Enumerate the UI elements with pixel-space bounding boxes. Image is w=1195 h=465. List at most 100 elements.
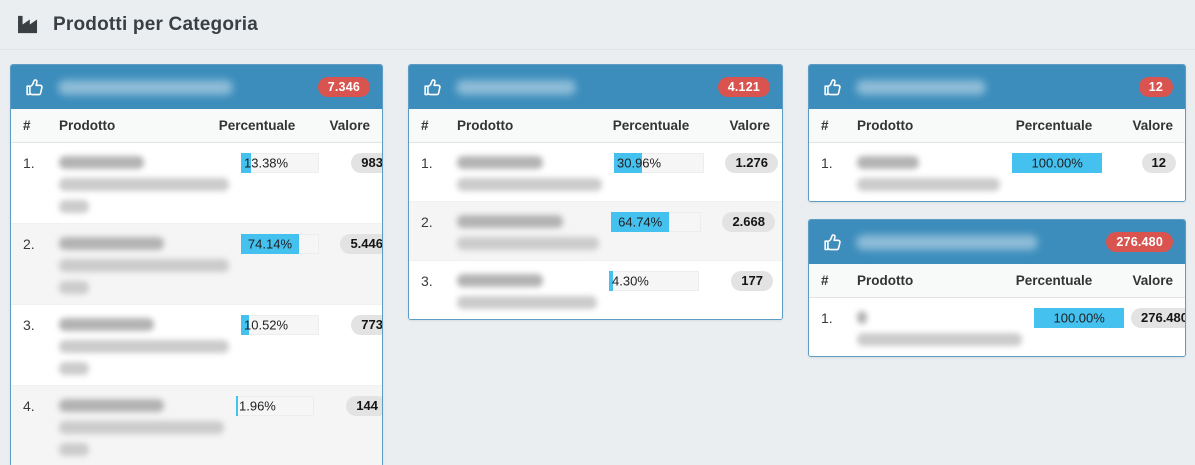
row-index: 3. bbox=[23, 317, 35, 333]
thumbs-up-icon bbox=[821, 77, 845, 98]
product-row: 2. 74.14% 5.446 bbox=[11, 223, 382, 304]
page-header: Prodotti per Categoria bbox=[0, 0, 1195, 50]
thumbs-up-icon bbox=[23, 77, 47, 98]
redacted-product-name bbox=[59, 315, 229, 375]
redacted-text-line bbox=[59, 443, 89, 456]
redacted-text-line bbox=[457, 178, 602, 191]
page-title: Prodotti per Categoria bbox=[53, 13, 258, 35]
table-rows: 1. 100.00% 12 bbox=[809, 143, 1185, 201]
thumbs-up-icon bbox=[421, 77, 445, 98]
table-rows: 1. 30.96% 1.276 2. bbox=[409, 143, 782, 319]
percent-bar: 100.00% bbox=[1034, 308, 1124, 328]
percent-bar: 64.74% bbox=[611, 212, 701, 232]
product-row: 4. 1.96% 144 bbox=[11, 385, 382, 465]
percent-bar-label: 100.00% bbox=[1031, 155, 1083, 171]
product-row: 1. 30.96% 1.276 bbox=[409, 143, 782, 201]
percent-bar-label: 100.00% bbox=[1053, 310, 1105, 326]
table-rows: 1. 13.38% 983 2. bbox=[11, 143, 382, 465]
percent-bar: 13.38% bbox=[241, 153, 319, 173]
redacted-product-name bbox=[59, 396, 224, 456]
value-badge: 12 bbox=[1141, 153, 1176, 173]
percent-bar-label: 4.30% bbox=[612, 273, 649, 289]
table-header: # Prodotto Percentuale Valore bbox=[809, 264, 1185, 298]
value-badge: 773 bbox=[351, 315, 382, 335]
table-header: # Prodotto Percentuale Valore bbox=[409, 109, 782, 143]
percent-bar-fill bbox=[1012, 153, 1102, 173]
value-badge: 2.668 bbox=[722, 212, 775, 232]
redacted-text-line bbox=[857, 333, 1022, 346]
redacted-category-title bbox=[856, 79, 986, 95]
percent-bar-label: 64.74% bbox=[618, 214, 663, 230]
column-header-index: # bbox=[821, 118, 829, 133]
column-header-index: # bbox=[421, 118, 429, 133]
column-header-value: Valore bbox=[329, 118, 370, 133]
redacted-product-name bbox=[457, 153, 602, 191]
redacted-text-line bbox=[59, 237, 164, 250]
column-1: 7.346 # Prodotto Percentuale Valore 1. bbox=[10, 64, 383, 465]
percent-bar-label: 13.38% bbox=[244, 155, 289, 171]
table-rows: 1. 100.00% 276.480 bbox=[809, 298, 1185, 356]
category-total-badge: 12 bbox=[1138, 77, 1173, 97]
category-panel-4: 276.480 # Prodotto Percentuale Valore 1. bbox=[808, 219, 1186, 357]
panel-header: 276.480 bbox=[809, 220, 1185, 264]
column-header-product: Prodotto bbox=[59, 118, 116, 133]
redacted-text-line bbox=[457, 215, 563, 228]
redacted-text-line bbox=[457, 274, 543, 287]
value-badge: 983 bbox=[351, 153, 382, 173]
redacted-text-line bbox=[857, 156, 919, 169]
row-index: 1. bbox=[23, 155, 35, 171]
percent-bar-fill bbox=[236, 396, 238, 416]
redacted-text-line bbox=[59, 156, 144, 169]
percent-bar: 100.00% bbox=[1012, 153, 1102, 173]
row-index: 1. bbox=[421, 155, 433, 171]
table-header: # Prodotto Percentuale Valore bbox=[11, 109, 382, 143]
panel-header: 7.346 bbox=[11, 65, 382, 109]
product-row: 1. 100.00% 276.480 bbox=[809, 298, 1185, 356]
column-3: 12 # Prodotto Percentuale Valore 1. 1 bbox=[808, 64, 1186, 357]
column-2: 4.121 # Prodotto Percentuale Valore 1. bbox=[408, 64, 783, 320]
percent-bar-fill bbox=[241, 315, 250, 335]
row-index: 2. bbox=[421, 214, 433, 230]
redacted-product-name bbox=[59, 153, 229, 213]
redacted-text-line bbox=[857, 178, 1000, 191]
redacted-product-name bbox=[857, 308, 1022, 346]
redacted-text-line bbox=[457, 156, 543, 169]
percent-bar-fill bbox=[241, 153, 252, 173]
redacted-product-name bbox=[457, 271, 597, 309]
column-header-value: Valore bbox=[1132, 118, 1173, 133]
row-index: 1. bbox=[821, 310, 833, 326]
redacted-text-line bbox=[59, 318, 154, 331]
dashboard-content: 7.346 # Prodotto Percentuale Valore 1. bbox=[0, 50, 1195, 465]
percent-bar-fill bbox=[609, 271, 613, 291]
redacted-text-line bbox=[59, 340, 229, 353]
panel-header: 4.121 bbox=[409, 65, 782, 109]
column-header-product: Prodotto bbox=[857, 273, 914, 288]
redacted-category-title bbox=[856, 234, 1038, 250]
product-row: 1. 100.00% 12 bbox=[809, 143, 1185, 201]
percent-bar: 4.30% bbox=[609, 271, 699, 291]
redacted-category-title bbox=[456, 79, 576, 95]
column-header-value: Valore bbox=[1132, 273, 1173, 288]
value-badge: 276.480 bbox=[1131, 308, 1185, 328]
percent-bar-label: 10.52% bbox=[244, 317, 289, 333]
category-total-badge: 7.346 bbox=[317, 77, 370, 97]
value-badge: 5.446 bbox=[340, 234, 382, 254]
category-panel-2: 4.121 # Prodotto Percentuale Valore 1. bbox=[408, 64, 783, 320]
thumbs-up-icon bbox=[821, 232, 845, 253]
percent-bar-fill bbox=[1034, 308, 1124, 328]
category-panel-3: 12 # Prodotto Percentuale Valore 1. 1 bbox=[808, 64, 1186, 202]
redacted-text-line bbox=[59, 200, 89, 213]
percent-bar: 1.96% bbox=[236, 396, 314, 416]
percent-bar-label: 1.96% bbox=[239, 398, 276, 414]
percent-bar-fill bbox=[241, 234, 299, 254]
redacted-product-name bbox=[857, 153, 1000, 191]
product-row: 1. 13.38% 983 bbox=[11, 143, 382, 223]
column-header-product: Prodotto bbox=[857, 118, 914, 133]
row-index: 2. bbox=[23, 236, 35, 252]
redacted-text-line bbox=[59, 399, 164, 412]
column-header-percent: Percentuale bbox=[1015, 118, 1093, 133]
redacted-text-line bbox=[59, 421, 224, 434]
column-header-percent: Percentuale bbox=[1015, 273, 1093, 288]
column-header-index: # bbox=[23, 118, 31, 133]
redacted-text-line bbox=[59, 178, 229, 191]
